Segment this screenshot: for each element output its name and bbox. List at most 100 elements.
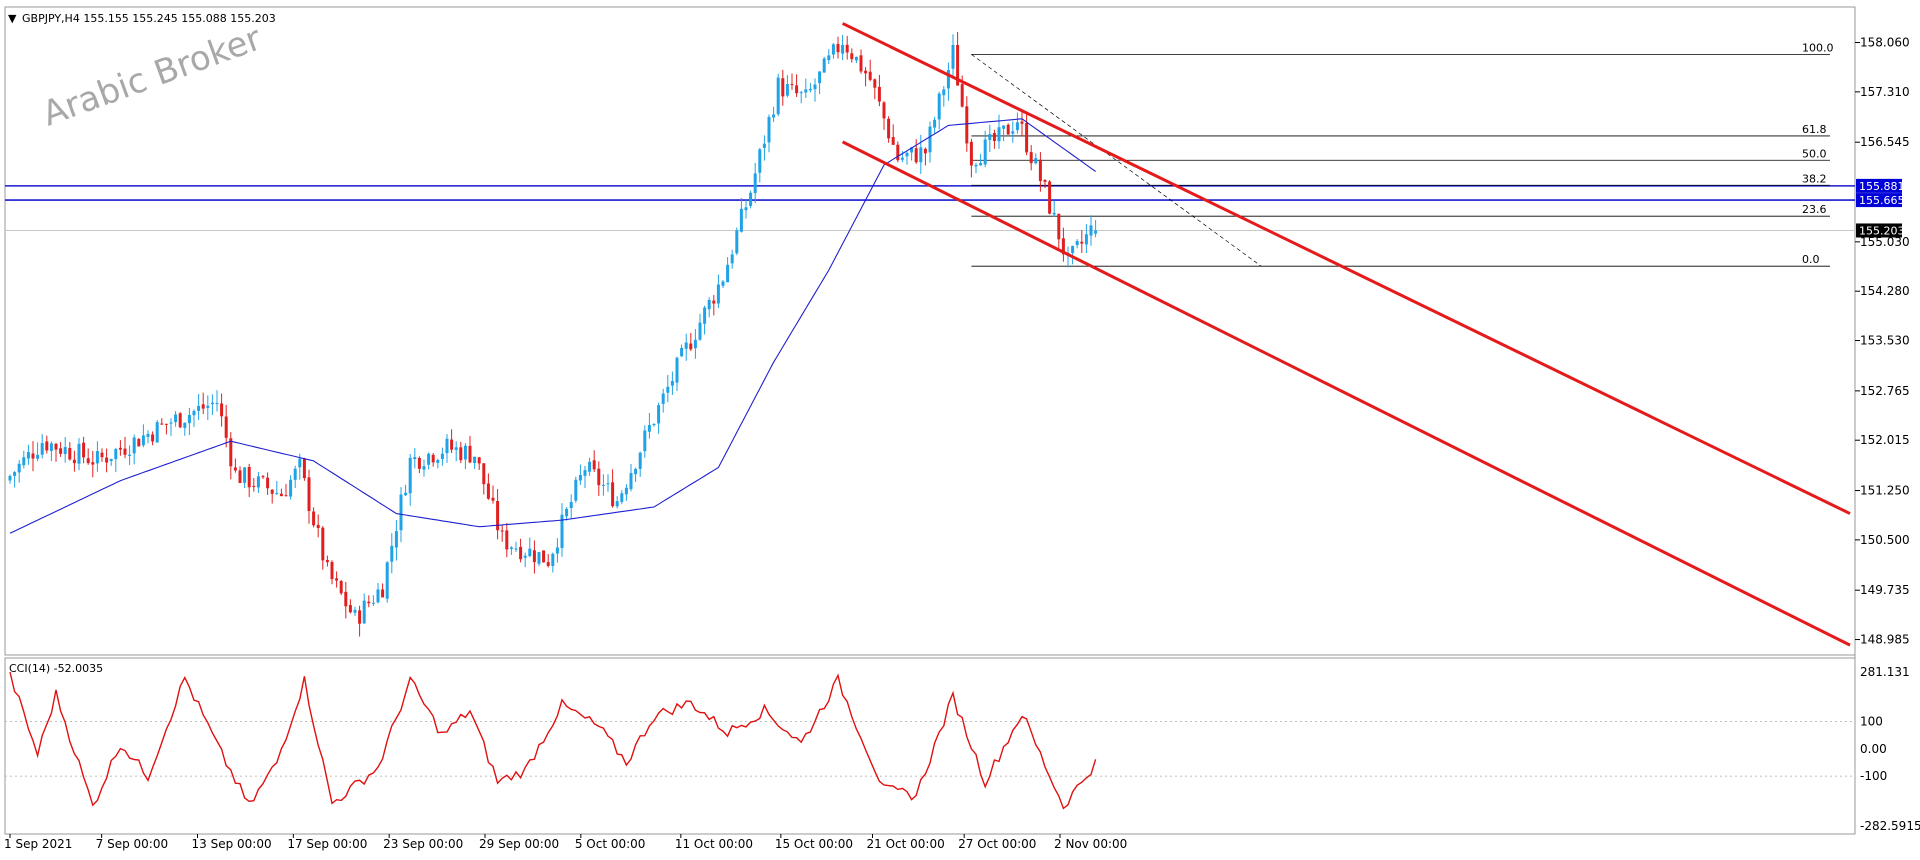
candle-body (721, 281, 725, 286)
candle-body (675, 357, 679, 383)
candle-body (468, 445, 472, 463)
candle-body (546, 562, 550, 566)
candle-body (942, 89, 946, 96)
candle-body (1094, 230, 1098, 234)
candle-body (638, 452, 642, 469)
price-tick-label: 152.015 (1860, 433, 1910, 447)
candle-body (82, 442, 86, 458)
candle-body (951, 44, 955, 69)
candle-body (178, 413, 182, 428)
candle-body (1006, 124, 1010, 135)
candle-body (376, 589, 380, 603)
candle-body (960, 84, 964, 107)
candle-body (459, 447, 463, 461)
candle-body (1034, 158, 1038, 164)
price-tick-label: 151.250 (1860, 484, 1910, 498)
candle-body (335, 578, 339, 581)
price-tick-label: 152.765 (1860, 384, 1910, 398)
candle-body (174, 414, 178, 423)
candle-body (238, 470, 242, 483)
candle-body (647, 424, 651, 432)
candle-body (1052, 212, 1056, 215)
time-tick-label: 17 Sep 00:00 (287, 837, 367, 851)
candle-body (128, 454, 132, 456)
fib-level-label: 38.2 (1802, 172, 1827, 185)
candle-body (601, 484, 605, 486)
candle-body (155, 422, 159, 443)
candle-body (353, 609, 357, 613)
candle-body (100, 452, 104, 458)
candle-body (841, 44, 845, 54)
level-price-label: 155.881 (1859, 180, 1905, 193)
candle-body (611, 482, 615, 507)
cci-layer: 281.131 100 0.00 -100 -282.5915 (5, 665, 1920, 833)
candle-body (91, 462, 95, 465)
candle-body (1075, 240, 1079, 246)
candle-body (408, 457, 412, 494)
candle-body (854, 56, 858, 61)
dropdown-icon[interactable]: ▼ (8, 12, 17, 25)
candle-body (344, 591, 348, 607)
time-tick-label: 27 Oct 00:00 (958, 837, 1036, 851)
candle-body (560, 514, 564, 549)
candle-body (13, 472, 17, 476)
candle-body (707, 299, 711, 310)
candle-body (1029, 152, 1033, 164)
fib-trendline (971, 54, 1262, 267)
candle-body (362, 600, 366, 624)
candle-body (427, 453, 431, 465)
candle-body (220, 403, 224, 417)
candle-body (54, 443, 58, 450)
candle-body (215, 403, 219, 405)
candle-body (118, 447, 122, 450)
candle-body (1038, 159, 1042, 182)
time-tick-label: 1 Sep 2021 (4, 837, 72, 851)
candle-body (882, 102, 886, 119)
candle-body (8, 475, 12, 481)
candle-body (900, 157, 904, 160)
price-tick-label: 154.280 (1860, 284, 1910, 298)
candle-body (114, 449, 118, 460)
candle-body (624, 487, 628, 495)
candle-body (1002, 125, 1006, 129)
candle-body (151, 434, 155, 442)
channel-layer (841, 22, 1851, 647)
candle-body (307, 477, 311, 512)
time-axis: 1 Sep 2021 7 Sep 00:00 13 Sep 00:00 17 Sep … (4, 834, 1127, 851)
candle-body (795, 85, 799, 94)
candles-layer (8, 31, 1098, 637)
candle-body (261, 476, 265, 478)
candle-body (247, 466, 251, 488)
candle-body (808, 88, 812, 91)
candle-body (620, 493, 624, 502)
candle-body (979, 162, 983, 166)
candle-body (63, 447, 67, 455)
candle-body (698, 322, 702, 340)
candle-body (519, 546, 523, 560)
candle-body (302, 458, 306, 479)
candle-body (22, 457, 26, 466)
candle-body (739, 208, 743, 232)
candle-body (528, 548, 532, 557)
time-tick-label: 13 Sep 00:00 (192, 837, 272, 851)
candle-body (252, 485, 256, 487)
price-axis: 158.060 157.310 156.545 155.030 154.280 153.5… (1855, 36, 1910, 647)
candle-body (224, 416, 228, 438)
candle-body (256, 476, 260, 488)
candle-body (440, 453, 444, 459)
candle-body (436, 459, 440, 463)
candle-body (680, 347, 684, 357)
candle-body (643, 430, 647, 452)
candle-body (712, 300, 716, 304)
candle-body (394, 531, 398, 548)
symbol-header: GBPJPY,H4 155.155 155.245 155.088 155.20… (22, 12, 276, 25)
candle-body (831, 44, 835, 55)
candle-body (813, 84, 817, 90)
time-tick-label: 11 Oct 00:00 (675, 837, 753, 851)
candle-body (284, 495, 288, 497)
candle-body (997, 127, 1001, 142)
price-tick-label: 148.985 (1860, 633, 1910, 647)
candle-body (123, 448, 127, 455)
candle-body (454, 447, 458, 450)
